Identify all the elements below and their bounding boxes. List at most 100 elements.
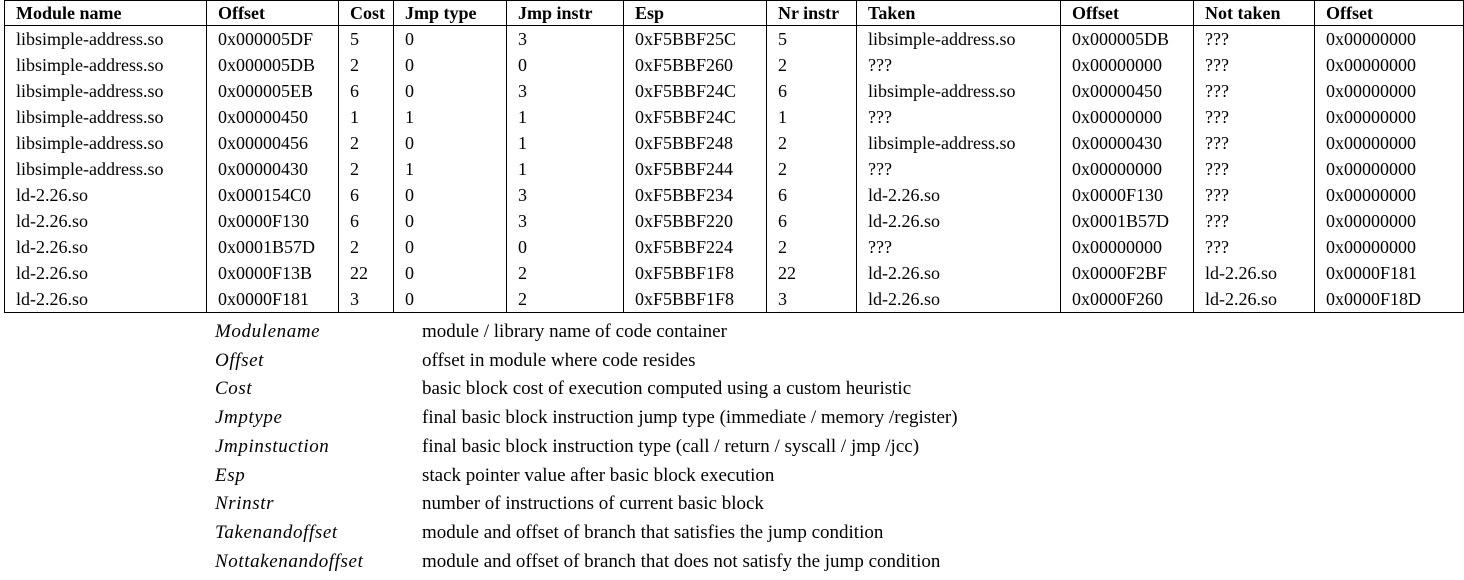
cell-jmp-type: 0 (393, 78, 507, 104)
legend-term: Offset (215, 349, 264, 371)
cell-nr-instr: 3 (766, 286, 857, 313)
legend-row: Nottakenandoffset module and offset of br… (215, 548, 958, 577)
legend-body: Modulename module / library name of code … (215, 318, 958, 576)
cell-not-taken-offset: 0x0000F18D (1314, 286, 1464, 313)
cell-jmp-type: 0 (393, 208, 507, 234)
header-nr-instr: Nr instr (766, 0, 857, 26)
header-jmp-instr: Jmp instr (506, 0, 624, 26)
cell-not-taken: ??? (1193, 156, 1315, 182)
header-taken-offset: Offset (1060, 0, 1194, 26)
cell-jmp-type: 0 (393, 52, 507, 78)
cell-taken: ld-2.26.so (856, 208, 1061, 234)
cell-taken-offset: 0x00000430 (1060, 130, 1194, 156)
header-esp: Esp (623, 0, 767, 26)
cell-esp: 0xF5BBF220 (623, 208, 767, 234)
cell-module-name: ld-2.26.so (4, 208, 207, 234)
table-body: libsimple-address.so 0x000005DF 5 0 3 0xF5BBF… (4, 25, 1464, 313)
cell-taken: ld-2.26.so (856, 286, 1061, 313)
cell-not-taken: ??? (1193, 78, 1315, 104)
cell-cost: 22 (338, 260, 394, 286)
table-row: libsimple-address.so 0x00000430 2 1 1 0xF5BBF… (4, 156, 1464, 182)
cell-jmp-instr: 0 (506, 52, 624, 78)
legend-row: Esp stack pointer value after basic block… (215, 462, 958, 491)
cell-taken-offset: 0x0000F2BF (1060, 260, 1194, 286)
table-row: ld-2.26.so 0x000154C0 6 0 3 0xF5BBF234 6 ld-2.2… (4, 182, 1464, 208)
cell-taken: ??? (856, 52, 1061, 78)
cell-cost: 6 (338, 78, 394, 104)
cell-taken-offset: 0x00000000 (1060, 52, 1194, 78)
cell-not-taken-offset: 0x00000000 (1314, 104, 1464, 130)
cell-jmp-instr: 2 (506, 286, 624, 313)
cell-taken-offset: 0x00000000 (1060, 104, 1194, 130)
cell-jmp-instr: 0 (506, 234, 624, 260)
table-row: libsimple-address.so 0x000005DF 5 0 3 0xF5BBF… (4, 25, 1464, 52)
cell-module-name: libsimple-address.so (4, 156, 207, 182)
legend-description: offset in module where code resides (422, 349, 696, 371)
cell-taken-offset: 0x0000F260 (1060, 286, 1194, 313)
table-row: libsimple-address.so 0x00000450 1 1 1 0xF5BBF… (4, 104, 1464, 130)
legend-table: Modulename module / library name of code … (215, 318, 958, 576)
legend-term: Nottakenandoffset (215, 550, 364, 572)
cell-taken-offset: 0x00000450 (1060, 78, 1194, 104)
header-jmp-type: Jmp type (393, 0, 507, 26)
table-row: libsimple-address.so 0x000005DB 2 0 0 0xF5BBF… (4, 52, 1464, 78)
cell-jmp-type: 0 (393, 286, 507, 313)
cell-not-taken: ??? (1193, 104, 1315, 130)
cell-nr-instr: 2 (766, 52, 857, 78)
cell-module-name: libsimple-address.so (4, 25, 207, 52)
cell-not-taken-offset: 0x0000F181 (1314, 260, 1464, 286)
cell-jmp-instr: 3 (506, 182, 624, 208)
cell-jmp-type: 0 (393, 130, 507, 156)
cell-module-name: libsimple-address.so (4, 52, 207, 78)
cell-module-name: ld-2.26.so (4, 182, 207, 208)
cell-module-name: libsimple-address.so (4, 130, 207, 156)
cell-offset: 0x0000F13B (206, 260, 339, 286)
cell-cost: 3 (338, 286, 394, 313)
cell-esp: 0xF5BBF24C (623, 104, 767, 130)
cell-jmp-instr: 3 (506, 208, 624, 234)
header-cost: Cost (338, 0, 394, 26)
legend-description: module / library name of code container (422, 321, 727, 342)
cell-not-taken: ??? (1193, 234, 1315, 260)
table-row: ld-2.26.so 0x0001B57D 2 0 0 0xF5BBF224 2??? 0x0… (4, 234, 1464, 260)
cell-not-taken: ld-2.26.so (1193, 286, 1315, 313)
cell-jmp-type: 0 (393, 234, 507, 260)
cell-cost: 2 (338, 52, 394, 78)
cell-not-taken-offset: 0x00000000 (1314, 234, 1464, 260)
cell-taken: ld-2.26.so (856, 182, 1061, 208)
table-row: libsimple-address.so 0x000005EB 6 0 3 0xF5BBF… (4, 78, 1464, 104)
cell-jmp-type: 1 (393, 156, 507, 182)
legend-row: Cost basic block cost of execution comput… (215, 375, 958, 404)
cell-not-taken-offset: 0x00000000 (1314, 208, 1464, 234)
cell-esp: 0xF5BBF1F8 (623, 260, 767, 286)
legend-row: Nrinstr number of instructions of current… (215, 490, 958, 519)
cell-jmp-type: 0 (393, 182, 507, 208)
cell-taken: libsimple-address.so (856, 78, 1061, 104)
cell-taken-offset: 0x00000000 (1060, 156, 1194, 182)
legend-description: final basic block instruction type (call… (422, 435, 920, 457)
cell-not-taken: ??? (1193, 52, 1315, 78)
cell-offset: 0x0000F181 (206, 286, 339, 313)
cell-cost: 2 (338, 234, 394, 260)
header-offset: Offset (206, 0, 339, 26)
cell-not-taken-offset: 0x00000000 (1314, 52, 1464, 78)
cell-taken: libsimple-address.so (856, 130, 1061, 156)
cell-offset: 0x000005EB (206, 78, 339, 104)
cell-nr-instr: 5 (766, 25, 857, 52)
cell-not-taken-offset: 0x00000000 (1314, 130, 1464, 156)
legend-row: Jmptype final basic block instruction jum… (215, 404, 958, 433)
legend-term: Modulename (215, 321, 321, 342)
cell-cost: 6 (338, 182, 394, 208)
header-not-taken-offset: Offset (1314, 0, 1464, 26)
cell-not-taken: ??? (1193, 130, 1315, 156)
cell-offset: 0x000005DF (206, 25, 339, 52)
cell-not-taken: ld-2.26.so (1193, 260, 1315, 286)
legend-term: Jmpinstuction (215, 435, 330, 457)
cell-jmp-type: 0 (393, 25, 507, 52)
table-row: ld-2.26.so 0x0000F130 6 0 3 0xF5BBF220 6 ld-2.2… (4, 208, 1464, 234)
cell-offset: 0x00000430 (206, 156, 339, 182)
cell-cost: 1 (338, 104, 394, 130)
cell-nr-instr: 22 (766, 260, 857, 286)
cell-esp: 0xF5BBF1F8 (623, 286, 767, 313)
legend-description: module and offset of branch that satisfi… (422, 521, 884, 543)
